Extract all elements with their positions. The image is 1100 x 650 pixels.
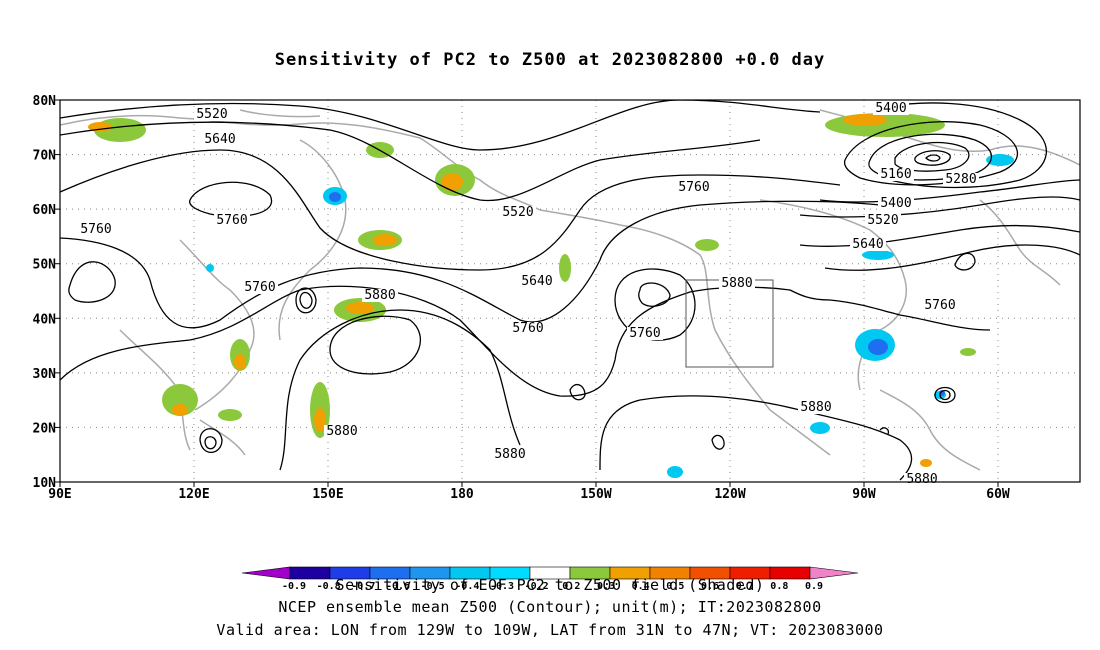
contour-label-bg: [214, 214, 250, 227]
coastlines: [60, 109, 1080, 471]
colorbar-level-label: 0.8: [770, 581, 788, 592]
contour-label-bg: [78, 223, 114, 236]
contour-label-bg: [362, 289, 398, 302]
colorbar-high-arrow: [809, 566, 859, 580]
lat-label: 10N: [33, 476, 57, 491]
contour-label: 5520: [196, 107, 227, 122]
lon-label: 60W: [986, 487, 1010, 502]
map-title: Sensitivity of PC2 to Z500 at 2023082800…: [274, 50, 826, 70]
lon-label: 90E: [48, 487, 71, 502]
lat-label: 80N: [33, 94, 57, 109]
contour-label-bg: [878, 197, 914, 210]
colorbar-level-label: 0.4: [632, 581, 650, 592]
contour-label-bg: [519, 275, 555, 288]
contour-label-bg: [510, 322, 546, 335]
contour-label: 5880: [326, 424, 357, 439]
contour-label: 5880: [800, 400, 831, 415]
contour-label-bg: [202, 133, 238, 146]
lon-label: 120E: [178, 487, 209, 502]
colorbar-level-label: 0.6: [701, 581, 719, 592]
contour-label: 5400: [880, 196, 911, 211]
colorbar-level-label: -0.8: [317, 581, 341, 592]
colorbar-level-label: -0.3: [490, 581, 514, 592]
latitude-labels: 80N 70N 60N 50N 40N 30N 20N 10N: [33, 94, 60, 491]
contour-label: 5640: [204, 132, 235, 147]
contour-label-bg: [943, 173, 979, 186]
longitude-labels: 90E 120E 150E 180 150W 120W 90W 60W: [48, 482, 1010, 502]
lat-label: 60N: [33, 203, 57, 218]
contour-label: 5760: [678, 180, 709, 195]
contour-label: 5880: [906, 472, 937, 487]
contour-label: 5760: [216, 213, 247, 228]
colorbar-level-label: -0.6: [386, 581, 410, 592]
contour-label-bg: [719, 277, 755, 290]
lon-label: 180: [450, 487, 474, 502]
contour-label: 5760: [512, 321, 543, 336]
lon-label: 150W: [580, 487, 611, 502]
sensitivity-shading: [88, 113, 1014, 478]
contour-label: 5760: [80, 222, 111, 237]
colorbar-level-label: 0.2: [562, 581, 580, 592]
contour-labels: 5520 5640 5760 5760 5760 5520 5640 5760 5880 5880…: [78, 101, 979, 487]
colorbar-level-label: -0.4: [455, 581, 479, 592]
contour-label: 5880: [364, 288, 395, 303]
colorbar-level-label: -0.9: [282, 581, 306, 592]
lon-label: 120W: [714, 487, 745, 502]
lat-label: 50N: [33, 258, 57, 273]
caption-shading: Sensitivity of EOF PC2 to Z500 field (Sh…: [335, 576, 765, 594]
colorbar-level-label: 0.5: [666, 581, 684, 592]
z500-contours: [60, 100, 1080, 481]
lat-label: 40N: [33, 312, 57, 327]
contour-label: 5880: [721, 276, 752, 291]
contour-label: 5640: [521, 274, 552, 289]
contour-label: 5880: [494, 447, 525, 462]
colorbar-level-label: -0.5: [421, 581, 445, 592]
lat-label: 70N: [33, 149, 57, 164]
colorbar-level-label: -0.7: [351, 581, 375, 592]
contour-label: 5760: [924, 298, 955, 313]
plot-frame: [59, 99, 1081, 483]
valid-area-box: [685, 279, 774, 368]
contour-label: 5400: [875, 101, 906, 116]
lon-label: 90W: [852, 487, 876, 502]
colorbar-level-label: 0.9: [805, 581, 823, 592]
contour-label: 5760: [629, 326, 660, 341]
contour-label: 5760: [244, 280, 275, 295]
contour-label-bg: [500, 206, 536, 219]
contour-label-bg: [922, 299, 958, 312]
colorbar-level-label: 0.3: [597, 581, 615, 592]
contour-label-bg: [242, 281, 278, 294]
contour-label-bg: [798, 401, 834, 414]
contour-label-bg: [865, 214, 901, 227]
colorbar-level-label: 0.7: [736, 581, 754, 592]
contour-label: 5160: [880, 167, 911, 182]
contour-label-bg: [676, 181, 712, 194]
contour-label-bg: [878, 168, 914, 181]
lat-label: 30N: [33, 367, 57, 382]
contour-label: 5520: [867, 213, 898, 228]
contour-label-bg: [194, 108, 230, 121]
contour-label-bg: [492, 448, 528, 461]
contour-label-bg: [873, 102, 909, 115]
colorbar: -0.9 -0.8 -0.7 -0.6 -0.5 -0.4 -0.3 -0.2 0.2 0.3 0.…: [241, 566, 859, 592]
contour-label: 5280: [945, 172, 976, 187]
contour-label-bg: [324, 425, 360, 438]
contour-label: 5640: [852, 237, 883, 252]
contour-label-bg: [627, 327, 663, 340]
contour-label-bg: [850, 238, 886, 251]
contour-label-bg: [904, 473, 940, 486]
lon-label: 150E: [312, 487, 343, 502]
caption-contour: NCEP ensemble mean Z500 (Contour); unit(…: [278, 598, 822, 616]
caption-valid-area: Valid area: LON from 129W to 109W, LAT f…: [216, 621, 884, 639]
colorbar-level-label: -0.2: [525, 581, 549, 592]
contour-label: 5520: [502, 205, 533, 220]
lat-label: 20N: [33, 421, 57, 436]
strong-negative-shading: [329, 192, 945, 396]
